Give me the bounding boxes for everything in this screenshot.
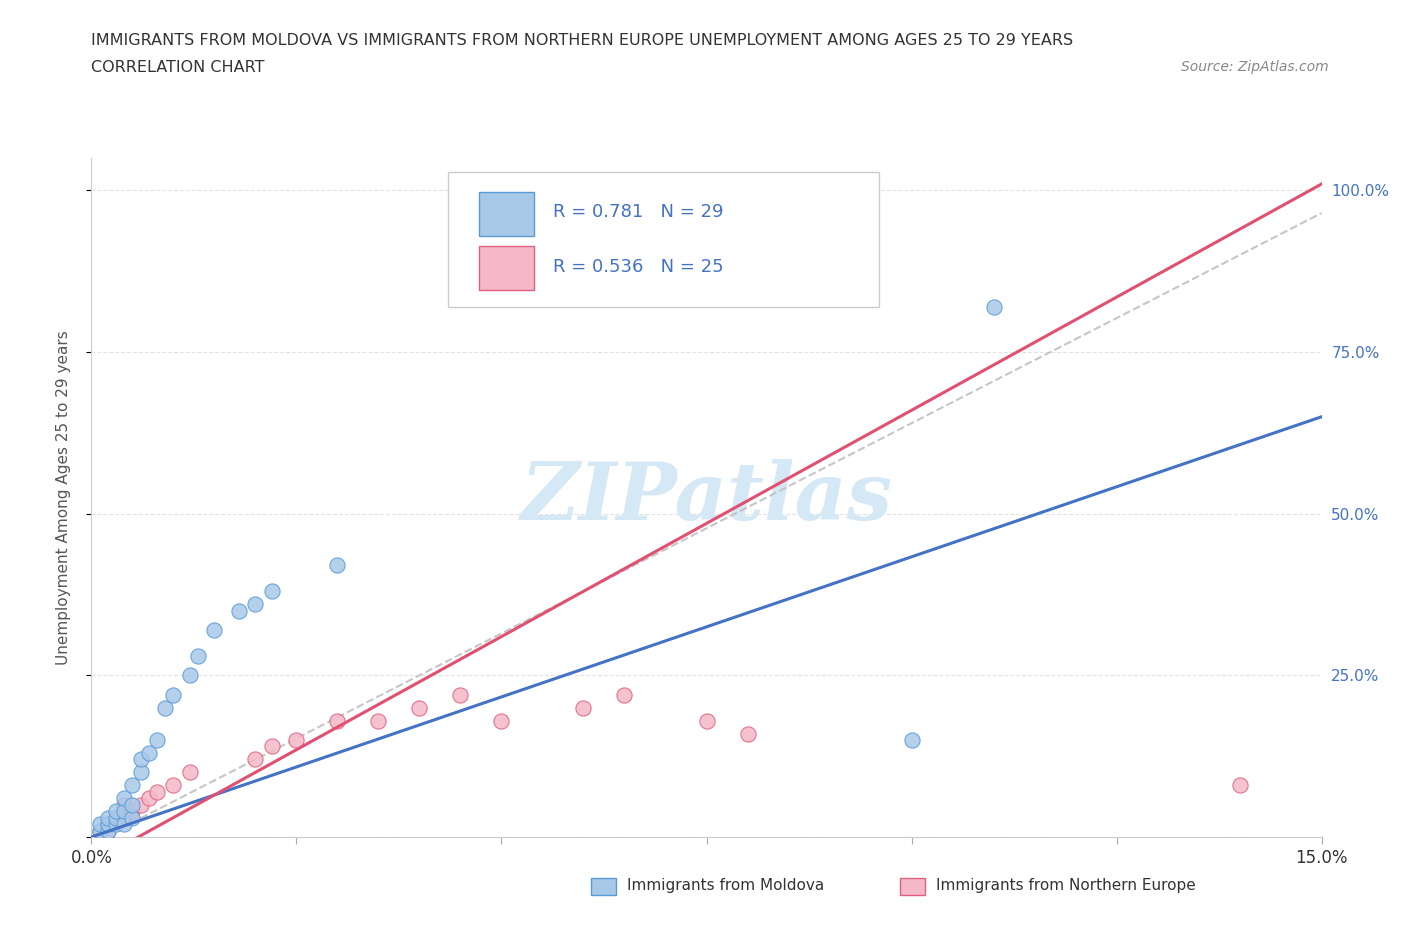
Point <box>105 810 127 825</box>
Point <box>121 797 143 812</box>
Point <box>179 668 201 683</box>
Text: CORRELATION CHART: CORRELATION CHART <box>91 60 264 75</box>
Point <box>97 817 120 831</box>
Point <box>138 746 160 761</box>
Point <box>112 810 135 825</box>
Point <box>162 687 184 702</box>
Point <box>900 733 922 748</box>
Point <box>187 648 209 663</box>
Point <box>97 823 120 838</box>
Point <box>737 726 759 741</box>
Point <box>121 810 143 825</box>
Point <box>613 687 636 702</box>
Text: R = 0.781   N = 29: R = 0.781 N = 29 <box>553 204 723 221</box>
Text: R = 0.536   N = 25: R = 0.536 N = 25 <box>553 258 723 275</box>
Point <box>112 804 135 818</box>
Point <box>121 777 143 792</box>
Point <box>572 700 595 715</box>
Point <box>97 817 120 831</box>
Point <box>105 804 127 818</box>
Point <box>112 797 135 812</box>
Point <box>449 687 471 702</box>
Point <box>129 797 152 812</box>
Text: Immigrants from Moldova: Immigrants from Moldova <box>627 878 824 893</box>
Point <box>89 823 111 838</box>
Point <box>245 597 267 612</box>
Point <box>162 777 184 792</box>
Point <box>89 823 111 838</box>
Point <box>179 764 201 779</box>
Point <box>146 733 169 748</box>
FancyBboxPatch shape <box>449 172 879 308</box>
Point <box>97 823 120 838</box>
Bar <box>479 193 534 236</box>
Point <box>983 299 1005 314</box>
Point <box>112 817 135 831</box>
Point <box>326 558 349 573</box>
Text: Immigrants from Northern Europe: Immigrants from Northern Europe <box>936 878 1197 893</box>
Point <box>105 810 127 825</box>
Point <box>121 804 143 818</box>
Point <box>260 739 283 754</box>
Point <box>112 790 135 805</box>
Point <box>1229 777 1251 792</box>
Text: IMMIGRANTS FROM MOLDOVA VS IMMIGRANTS FROM NORTHERN EUROPE UNEMPLOYMENT AMONG AG: IMMIGRANTS FROM MOLDOVA VS IMMIGRANTS FR… <box>91 33 1074 47</box>
Point <box>285 733 308 748</box>
Bar <box>479 246 534 290</box>
Point <box>326 713 349 728</box>
Text: Source: ZipAtlas.com: Source: ZipAtlas.com <box>1181 60 1329 74</box>
Point <box>367 713 389 728</box>
Point <box>89 817 111 831</box>
Point <box>202 623 225 638</box>
Point <box>408 700 430 715</box>
Point <box>260 584 283 599</box>
Y-axis label: Unemployment Among Ages 25 to 29 years: Unemployment Among Ages 25 to 29 years <box>56 330 70 665</box>
Point <box>146 784 169 799</box>
Point <box>129 752 152 767</box>
Point <box>153 700 177 715</box>
Point <box>695 713 717 728</box>
Point <box>491 713 513 728</box>
Point <box>245 752 267 767</box>
Point <box>97 810 120 825</box>
Point <box>129 764 152 779</box>
Point <box>138 790 160 805</box>
Point <box>105 817 127 831</box>
Point <box>228 604 250 618</box>
Text: ZIPatlas: ZIPatlas <box>520 458 893 537</box>
